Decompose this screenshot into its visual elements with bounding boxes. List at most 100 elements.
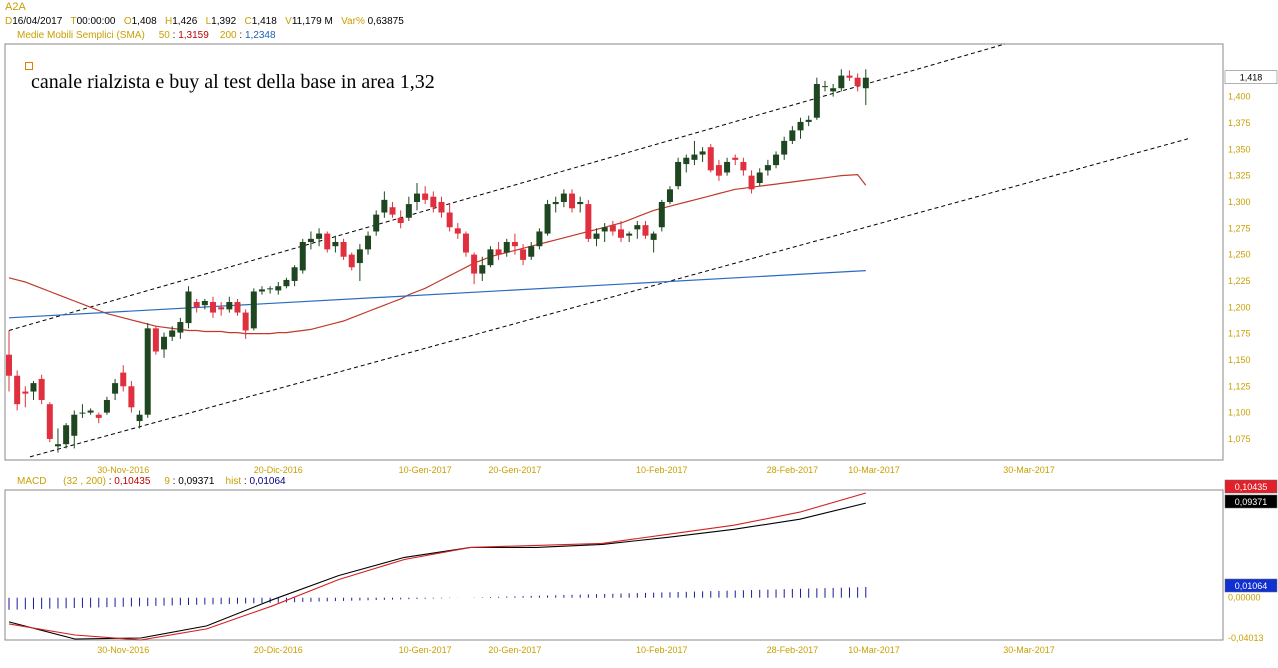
candle-body xyxy=(520,249,527,260)
candle-body xyxy=(503,241,510,253)
candle xyxy=(226,296,233,313)
candle-body xyxy=(218,307,225,310)
price-tick-label: 1,350 xyxy=(1228,144,1251,154)
candle xyxy=(275,282,282,295)
candle xyxy=(699,147,706,162)
candle-body xyxy=(748,175,755,190)
price-tick-label: 1,175 xyxy=(1228,329,1251,339)
candle xyxy=(38,374,45,405)
candle xyxy=(756,168,763,187)
candle xyxy=(822,80,828,92)
candle-body xyxy=(560,193,567,202)
candle-body xyxy=(471,254,478,274)
macd-x-tick-label: 30-Nov-2016 xyxy=(97,645,149,655)
price-x-tick-label: 28-Feb-2017 xyxy=(767,465,819,475)
price-tick-label: 1,200 xyxy=(1228,302,1251,312)
macd-line xyxy=(8,502,866,640)
candle xyxy=(748,170,755,194)
candle xyxy=(601,223,608,242)
candle xyxy=(430,191,437,213)
candle xyxy=(283,277,290,289)
candle-body xyxy=(414,193,420,202)
candle xyxy=(650,231,657,253)
candle-body xyxy=(63,425,70,445)
candle-body xyxy=(324,233,331,250)
macd-value-badge-box xyxy=(1224,479,1278,494)
price-x-tick-label: 10-Mar-2017 xyxy=(848,465,900,475)
price-tick-label: 1,275 xyxy=(1228,223,1251,233)
candle xyxy=(642,220,649,239)
macd-tick-label: -0,04013 xyxy=(1228,633,1264,643)
hist-value-badge-box xyxy=(1224,578,1278,593)
candle-body xyxy=(430,196,437,208)
candle-body xyxy=(618,229,624,238)
candle-body xyxy=(365,235,372,250)
candle xyxy=(520,244,527,266)
candle xyxy=(740,157,747,176)
candle xyxy=(414,183,420,211)
candle xyxy=(258,286,265,295)
candle-body xyxy=(650,233,657,240)
candle-body xyxy=(169,330,176,337)
candle-body xyxy=(495,249,502,255)
candle-body xyxy=(71,414,78,436)
candle xyxy=(14,370,21,411)
sma-legend: Medie Mobili Semplici (SMA) 50 : 1,3159 … xyxy=(17,30,276,41)
candle-body xyxy=(609,225,616,232)
annotation-marker-icon xyxy=(25,62,33,70)
macd-x-tick-label: 10-Gen-2017 xyxy=(399,645,452,655)
candle xyxy=(356,244,363,281)
price-panel-frame xyxy=(4,43,1224,461)
candle-body xyxy=(830,88,837,92)
price-tick-label: 1,325 xyxy=(1228,171,1251,181)
candle-body xyxy=(854,77,861,87)
candle-body xyxy=(683,157,690,165)
candle xyxy=(63,423,70,449)
candle xyxy=(201,298,208,310)
candle xyxy=(405,196,412,221)
candle-body xyxy=(46,404,53,439)
candle xyxy=(46,402,53,443)
candle xyxy=(169,326,176,341)
candle-body xyxy=(381,199,388,213)
candle xyxy=(715,159,722,181)
candle-body xyxy=(699,151,706,155)
price-x-tick-label: 30-Nov-2016 xyxy=(97,465,149,475)
candle-body xyxy=(405,204,412,218)
candle-body xyxy=(307,238,314,242)
macd-x-tick-label: 30-Mar-2017 xyxy=(1003,645,1055,655)
candle-body xyxy=(144,328,151,415)
candle-body xyxy=(569,193,576,209)
candle xyxy=(120,365,127,392)
candle xyxy=(666,186,673,205)
candle xyxy=(365,231,372,255)
candle-body xyxy=(732,157,739,160)
candle-body xyxy=(373,214,380,232)
candle-body xyxy=(666,189,673,202)
candle xyxy=(242,309,249,339)
candle xyxy=(87,408,94,415)
last-price-badge: 1,418 xyxy=(1224,70,1278,84)
candle-body xyxy=(462,233,469,253)
candle-body xyxy=(30,383,37,392)
candle xyxy=(862,69,869,106)
hist-value-badge: 0,01064 xyxy=(1224,578,1278,593)
candle-body xyxy=(95,414,102,418)
candle-body xyxy=(112,383,119,394)
candle-body xyxy=(316,233,323,239)
candle xyxy=(691,140,698,166)
candle xyxy=(373,210,380,236)
macd-x-tick-label: 20-Dic-2016 xyxy=(254,645,303,655)
candle-body xyxy=(103,399,110,413)
candle-body xyxy=(593,233,600,239)
candle xyxy=(830,84,837,97)
candle xyxy=(805,115,812,127)
candle-body xyxy=(487,249,494,266)
candle xyxy=(511,233,518,255)
symbol-title: A2A xyxy=(5,1,26,13)
candle xyxy=(299,238,306,274)
candle xyxy=(569,189,576,213)
candle-body xyxy=(707,147,714,171)
candle-body xyxy=(781,140,788,155)
